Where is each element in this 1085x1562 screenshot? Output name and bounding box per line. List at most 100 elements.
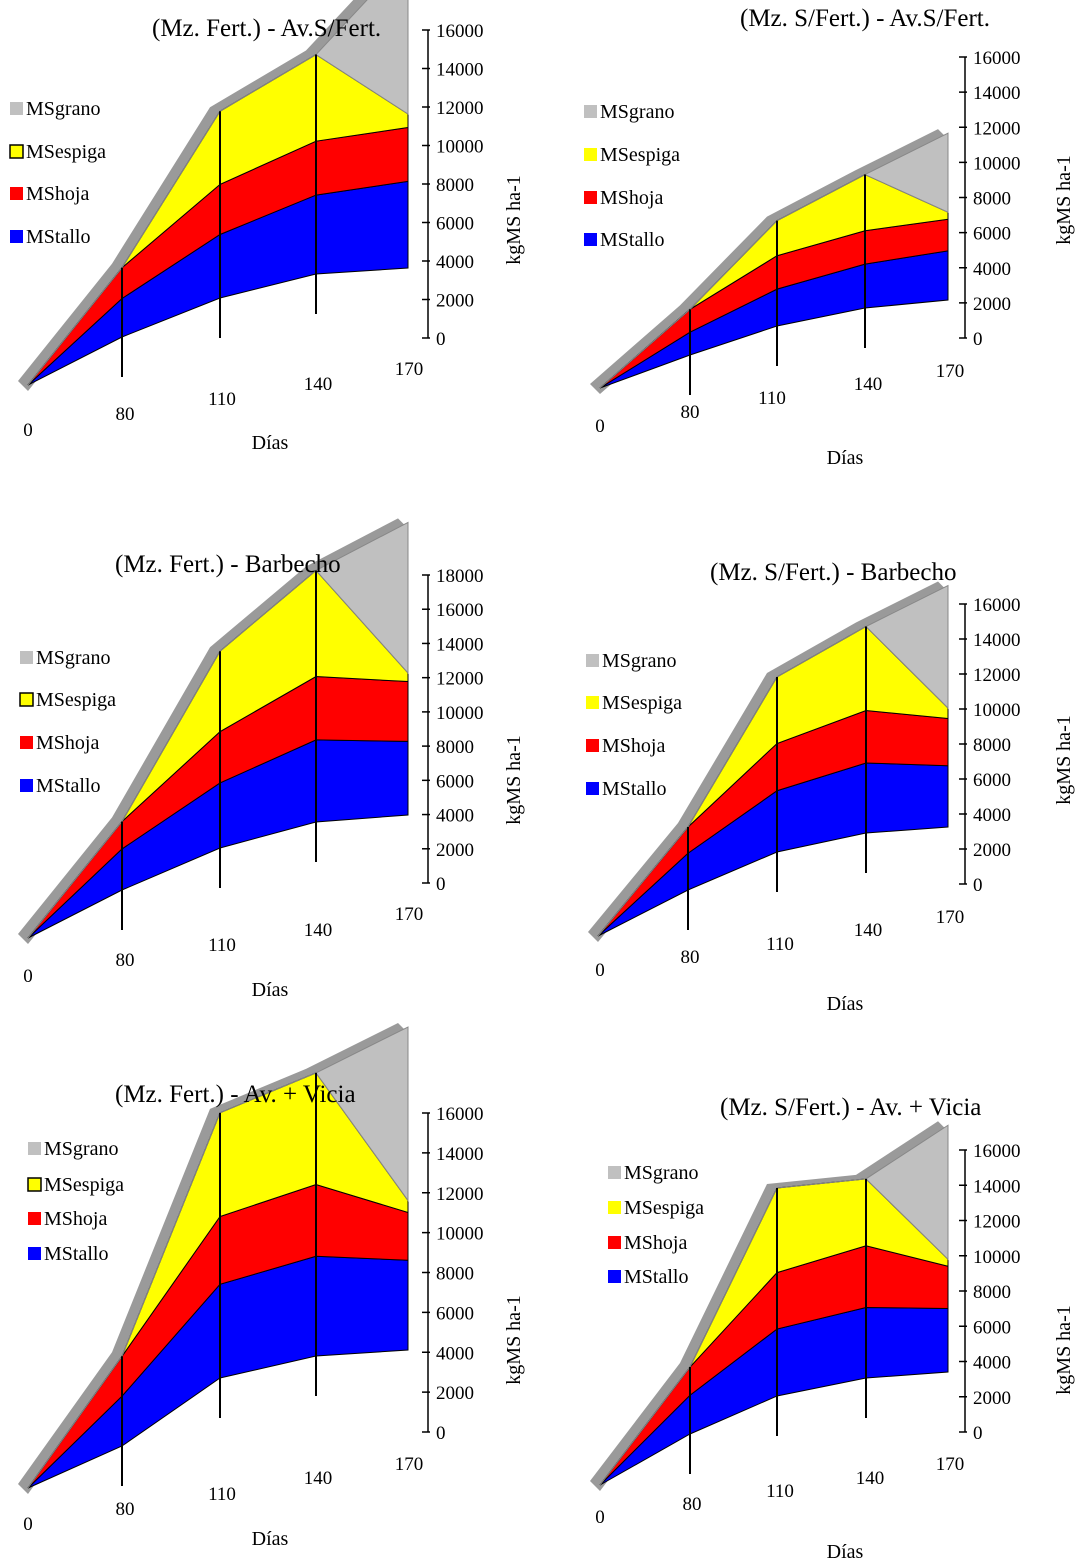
y-tick-label: 6000 [973, 1317, 1011, 1338]
area-msgrano [599, 1124, 949, 1486]
x-tick-label: 80 [116, 404, 135, 425]
area-msgrano [27, 1026, 409, 1489]
legend-label-mstallo: MStallo [602, 778, 666, 800]
legend-swatch-msgrano [586, 654, 599, 667]
y-tick-label: 4000 [973, 805, 1011, 826]
y-tick-label: 18000 [436, 566, 484, 587]
legend-swatch-msespiga [9, 144, 24, 159]
y-tick-label: 4000 [436, 806, 474, 827]
legend-swatch-mstallo [10, 230, 23, 243]
legend-label-msgrano: MSgrano [26, 98, 100, 120]
y-tick-label: 12000 [973, 118, 1021, 139]
legend-label-mstallo: MStallo [44, 1243, 108, 1265]
y-tick-label: 10000 [973, 153, 1021, 174]
legend-label-msespiga: MSespiga [600, 144, 680, 166]
chart-title: (Mz. S/Fert.) - Av. + Vicia [720, 1094, 981, 1121]
y-tick-label: 14000 [436, 634, 484, 655]
legend-swatch-msespiga [19, 692, 34, 707]
y-tick-label: 4000 [436, 252, 474, 273]
y-tick-label: 14000 [973, 630, 1021, 651]
y-tick-label: 10000 [436, 137, 484, 158]
y-tick-label: 16000 [973, 1141, 1021, 1162]
x-tick-label: 80 [681, 947, 700, 968]
legend-label-msgrano: MSgrano [36, 647, 110, 669]
y-tick-label: 4000 [436, 1343, 474, 1364]
legend-swatch-mshoja [586, 739, 599, 752]
legend-swatch-msgrano [20, 651, 33, 664]
x-tick-label: 140 [854, 920, 883, 941]
y-tick-label: 12000 [436, 98, 484, 119]
x-tick-label: 170 [395, 1454, 424, 1475]
chart-panel-1: 0 2000 4000 6000 8000 10000 12000 14000 16000 0 80… [9, 0, 525, 454]
x-tick-label: 140 [304, 374, 333, 395]
legend-label-mstallo: MStallo [600, 229, 664, 251]
legend-swatch-mstallo [584, 233, 597, 246]
legend-swatch-mshoja [584, 191, 597, 204]
legend-label-msespiga: MSespiga [624, 1197, 704, 1219]
legend-label-msgrano: MSgrano [624, 1162, 698, 1184]
y-tick-label: 6000 [436, 771, 474, 792]
legend-label-mstallo: MStallo [36, 775, 100, 797]
x-tick-label: 0 [23, 1514, 33, 1535]
y-tick-label: 14000 [973, 1176, 1021, 1197]
chart-panel-5: 0 2000 4000 6000 8000 10000 12000 14000 16000 0 80… [18, 1023, 525, 1550]
chart-title: (Mz. S/Fert.) - Barbecho [710, 559, 956, 586]
area-mstallo [27, 1255, 409, 1489]
y-axis-label: kgMS ha-1 [503, 1295, 525, 1384]
chart-title: (Mz. Fert.) - Barbecho [115, 551, 341, 578]
legend-label-msgrano: MSgrano [602, 650, 676, 672]
y-tick-label: 8000 [436, 175, 474, 196]
x-axis-label: Días [252, 432, 289, 454]
x-tick-label: 170 [936, 361, 965, 382]
x-axis-label: Días [252, 979, 289, 1001]
legend-label-msgrano: MSgrano [600, 101, 674, 123]
legend-label-mshoja: MShoja [26, 183, 89, 205]
legend-swatch-msgrano [28, 1142, 41, 1155]
x-tick-label: 110 [208, 1484, 236, 1505]
area-msgrano [27, 521, 409, 939]
y-tick-label: 12000 [973, 665, 1021, 686]
chart-title: (Mz. Fert.) - Av.S/Fert. [152, 15, 381, 42]
legend-swatch-mshoja [608, 1236, 621, 1249]
x-tick-label: 110 [758, 388, 786, 409]
x-tick-label: 110 [766, 1481, 794, 1502]
y-tick-label: 14000 [436, 60, 484, 81]
x-tick-label: 80 [683, 1494, 702, 1515]
legend-label-mshoja: MShoja [36, 732, 99, 754]
y-tick-label: 8000 [973, 1282, 1011, 1303]
x-tick-label: 140 [304, 920, 333, 941]
y-tick-label: 2000 [436, 840, 474, 861]
area-msgrano [599, 132, 949, 389]
x-tick-label: 80 [681, 402, 700, 423]
chart-panel-3: 0 2000 4000 6000 8000 10000 12000 14000 16000 180… [18, 518, 525, 1001]
y-axis-label: kgMS ha-1 [1053, 715, 1075, 804]
y-tick-label: 4000 [973, 1353, 1011, 1374]
legend-swatch-mshoja [28, 1212, 41, 1225]
y-tick-label: 2000 [436, 291, 474, 312]
legend-label-mshoja: MShoja [624, 1232, 687, 1254]
legend-label-mstallo: MStallo [624, 1266, 688, 1288]
x-axis-label: Días [827, 447, 864, 469]
x-tick-label: 0 [23, 420, 33, 441]
legend-label-mshoja: MShoja [44, 1208, 107, 1230]
legend-swatch-mstallo [608, 1270, 621, 1283]
y-tick-label: 16000 [973, 48, 1021, 69]
y-axis-label: kgMS ha-1 [1053, 155, 1075, 244]
y-tick-label: 16000 [973, 595, 1021, 616]
x-tick-label: 170 [395, 359, 424, 380]
y-tick-label: 10000 [973, 700, 1021, 721]
x-tick-label: 170 [936, 907, 965, 928]
chart-panel-2: 0 2000 4000 6000 8000 10000 12000 14000 16000 0 80… [584, 5, 1075, 469]
x-tick-label: 140 [304, 1468, 333, 1489]
y-tick-label: 2000 [973, 1388, 1011, 1409]
legend-swatch-msgrano [584, 105, 597, 118]
x-tick-label: 110 [208, 935, 236, 956]
legend-label-mstallo: MStallo [26, 226, 90, 248]
x-axis-label: Días [827, 993, 864, 1015]
x-tick-label: 80 [116, 1499, 135, 1520]
legend-label-msespiga: MSespiga [36, 689, 116, 711]
y-tick-label: 0 [436, 329, 446, 350]
y-tick-label: 2000 [973, 294, 1011, 315]
legend-swatch-msespiga [584, 148, 597, 161]
y-tick-label: 8000 [436, 737, 474, 758]
